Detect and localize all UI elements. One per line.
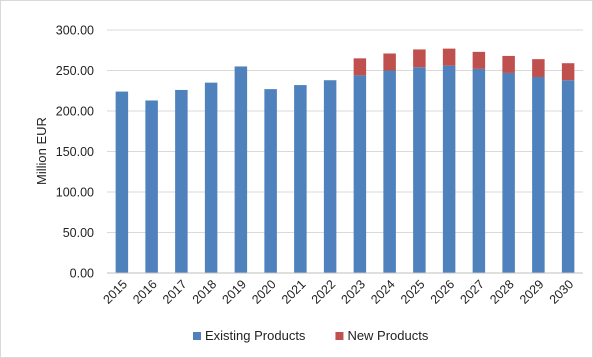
legend: Existing Products New Products [193,328,429,343]
bar-existing-products-2017 [175,89,188,273]
bar-existing-products-2019 [234,66,248,273]
bar-existing-products-2024 [383,70,396,273]
x-tick-label: 2021 [279,277,309,307]
bar-existing-products-2027 [472,68,486,273]
x-tick-label: 2027 [457,277,487,307]
bar-new-products-2024 [383,53,396,71]
y-tick-label: 0.00 [70,267,94,281]
y-tick-labels: 0.00 50.00 100.00 150.00 200.00 250.00 300.00 [56,24,94,281]
bar-existing-products-2016 [145,100,158,273]
x-tick-label: 2019 [219,277,249,307]
bars [115,48,575,274]
bar-existing-products-2029 [532,76,545,273]
legend-label-existing-products: Existing Products [205,328,306,343]
bar-existing-products-2015 [115,91,129,273]
bar-new-products-2028 [502,55,515,73]
x-tick-label: 2030 [547,277,577,307]
legend-label-new-products: New Products [347,328,428,343]
x-tick-label: 2020 [249,277,279,307]
x-tick-label: 2016 [130,277,160,307]
bar-new-products-2023 [353,58,367,76]
x-tick-label: 2017 [160,277,190,307]
bar-existing-products-2022 [323,80,337,273]
bar-existing-products-2026 [442,65,456,273]
legend-swatch-existing-products [193,332,201,340]
x-tick-label: 2023 [338,277,368,307]
x-tick-label: 2029 [517,277,547,307]
legend-swatch-new-products [335,332,344,340]
bar-existing-products-2023 [353,75,367,273]
bar-new-products-2029 [532,59,545,77]
bar-existing-products-2030 [561,80,575,273]
y-tick-label: 150.00 [56,145,94,159]
x-tick-labels: 2015 2016 2017 2018 2019 2020 2021 2022 2023 2024… [100,277,576,307]
y-tick-label: 250.00 [56,64,94,78]
bar-new-products-2025 [413,49,426,68]
y-tick-label: 50.00 [63,226,94,240]
y-tick-label: 300.00 [56,24,94,38]
y-tick-label: 100.00 [56,186,94,200]
bar-existing-products-2025 [413,67,426,273]
x-tick-label: 2025 [398,277,428,307]
bar-existing-products-2021 [294,85,307,273]
x-tick-label: 2024 [368,277,398,307]
bar-existing-products-2018 [204,82,218,274]
bar-new-products-2030 [561,63,575,81]
x-tick-label: 2026 [428,277,458,307]
bar-existing-products-2028 [502,72,515,274]
x-tick-label: 2015 [100,277,130,307]
x-tick-label: 2028 [487,277,517,307]
x-tick-label: 2018 [190,277,220,307]
bar-new-products-2027 [472,51,486,69]
bar-new-products-2026 [442,48,456,66]
x-tick-label: 2022 [309,277,339,307]
y-tick-label: 200.00 [56,105,94,119]
bar-existing-products-2020 [264,89,277,273]
y-axis-title: Million EUR [34,117,49,185]
